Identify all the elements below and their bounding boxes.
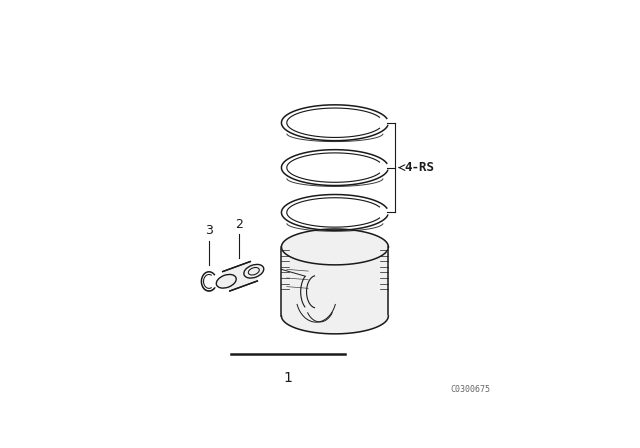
Ellipse shape bbox=[216, 275, 236, 288]
Ellipse shape bbox=[244, 264, 264, 278]
Polygon shape bbox=[282, 316, 388, 334]
Text: 3: 3 bbox=[205, 224, 213, 237]
Polygon shape bbox=[282, 229, 388, 265]
Polygon shape bbox=[223, 262, 257, 291]
Text: 4-RS: 4-RS bbox=[404, 161, 435, 174]
Text: 2: 2 bbox=[235, 218, 243, 231]
Text: 1: 1 bbox=[284, 371, 292, 385]
Polygon shape bbox=[282, 247, 388, 316]
Text: C0300675: C0300675 bbox=[450, 384, 490, 393]
